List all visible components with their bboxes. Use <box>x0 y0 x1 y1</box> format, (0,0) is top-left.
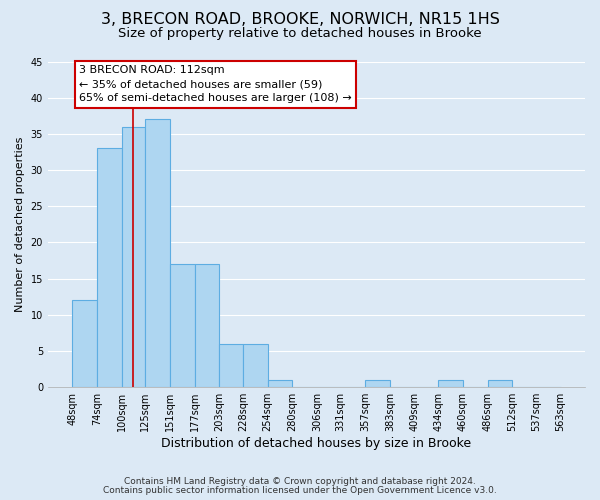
Bar <box>73 300 97 387</box>
Bar <box>365 380 390 387</box>
Bar <box>488 380 512 387</box>
Bar <box>438 380 463 387</box>
Y-axis label: Number of detached properties: Number of detached properties <box>15 136 25 312</box>
Bar <box>170 264 194 387</box>
Text: 3 BRECON ROAD: 112sqm
← 35% of detached houses are smaller (59)
65% of semi-deta: 3 BRECON ROAD: 112sqm ← 35% of detached … <box>79 65 352 103</box>
Bar <box>97 148 122 387</box>
Bar <box>145 120 170 387</box>
Bar <box>268 380 292 387</box>
Bar <box>194 264 219 387</box>
Text: Contains public sector information licensed under the Open Government Licence v3: Contains public sector information licen… <box>103 486 497 495</box>
Text: Size of property relative to detached houses in Brooke: Size of property relative to detached ho… <box>118 28 482 40</box>
Text: Contains HM Land Registry data © Crown copyright and database right 2024.: Contains HM Land Registry data © Crown c… <box>124 478 476 486</box>
Bar <box>219 344 243 387</box>
Bar <box>243 344 268 387</box>
Bar <box>122 126 145 387</box>
X-axis label: Distribution of detached houses by size in Brooke: Distribution of detached houses by size … <box>161 437 472 450</box>
Text: 3, BRECON ROAD, BROOKE, NORWICH, NR15 1HS: 3, BRECON ROAD, BROOKE, NORWICH, NR15 1H… <box>101 12 499 28</box>
